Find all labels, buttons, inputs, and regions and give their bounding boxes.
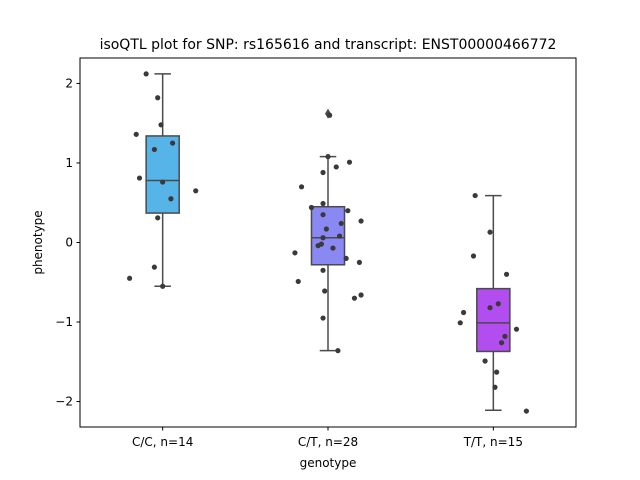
data-point bbox=[323, 226, 329, 232]
data-point bbox=[322, 288, 328, 294]
data-point bbox=[523, 408, 530, 414]
data-point bbox=[327, 112, 333, 118]
y-tick-label: 2 bbox=[65, 76, 73, 90]
y-tick-label: 0 bbox=[65, 236, 73, 250]
data-point bbox=[155, 215, 161, 221]
data-point bbox=[168, 196, 174, 202]
data-point bbox=[315, 243, 321, 249]
data-point bbox=[470, 253, 477, 259]
data-point bbox=[503, 271, 510, 277]
data-point bbox=[346, 159, 353, 165]
y-tick-label: −1 bbox=[55, 315, 73, 329]
data-point bbox=[158, 122, 164, 128]
data-point bbox=[336, 233, 343, 239]
data-point bbox=[351, 295, 358, 301]
data-point bbox=[133, 131, 139, 137]
data-point bbox=[151, 264, 157, 270]
data-point bbox=[320, 235, 326, 241]
data-point bbox=[494, 369, 500, 375]
data-point bbox=[169, 140, 176, 146]
data-point bbox=[358, 218, 364, 224]
data-point bbox=[127, 275, 133, 281]
x-axis-label: genotype bbox=[300, 456, 357, 470]
x-tick-label: C/T, n=28 bbox=[298, 435, 358, 449]
data-point bbox=[460, 309, 467, 316]
iqr-box bbox=[476, 287, 511, 353]
x-axis: C/C, n=14 C/T, n=28 T/T, n=15 bbox=[132, 427, 523, 449]
iqr-box bbox=[145, 135, 180, 214]
data-point bbox=[320, 169, 326, 176]
plot-area bbox=[127, 71, 530, 414]
data-point bbox=[320, 315, 326, 321]
y-axis: 2 1 0 −1 −2 bbox=[55, 76, 80, 409]
chart-title: isoQTL plot for SNP: rs165616 and transc… bbox=[100, 37, 557, 53]
data-point bbox=[338, 220, 344, 227]
y-axis-label: phenotype bbox=[31, 210, 45, 274]
strip-points bbox=[127, 71, 199, 289]
data-point bbox=[495, 301, 501, 307]
data-point bbox=[193, 188, 199, 194]
x-tick-label: T/T, n=15 bbox=[463, 435, 523, 449]
box-group bbox=[145, 73, 180, 287]
data-point bbox=[151, 146, 157, 153]
data-point bbox=[457, 320, 463, 326]
strip-points bbox=[292, 112, 364, 354]
data-point bbox=[308, 204, 315, 211]
strip-points bbox=[457, 192, 530, 414]
data-point bbox=[356, 259, 363, 265]
y-tick-label: 1 bbox=[65, 156, 73, 170]
data-point bbox=[320, 200, 326, 207]
data-point bbox=[143, 71, 149, 77]
data-point bbox=[292, 250, 298, 256]
data-point bbox=[335, 348, 341, 354]
data-point bbox=[343, 255, 349, 262]
data-point bbox=[472, 192, 478, 199]
data-point bbox=[320, 212, 326, 218]
data-point bbox=[482, 358, 488, 364]
data-point bbox=[513, 326, 520, 332]
x-tick-label: C/C, n=14 bbox=[132, 435, 193, 449]
data-point bbox=[325, 154, 331, 160]
data-point bbox=[298, 184, 305, 190]
data-point bbox=[358, 292, 364, 298]
data-point bbox=[502, 333, 508, 339]
data-point bbox=[487, 305, 493, 311]
data-point bbox=[492, 384, 498, 390]
data-point bbox=[487, 229, 493, 235]
data-point bbox=[345, 208, 351, 214]
data-point bbox=[499, 340, 505, 346]
data-point bbox=[155, 95, 161, 101]
box-group bbox=[476, 194, 511, 412]
data-point bbox=[136, 175, 143, 181]
y-tick-label: −2 bbox=[55, 395, 73, 409]
data-point bbox=[330, 245, 336, 251]
data-point bbox=[320, 267, 326, 273]
data-point bbox=[160, 179, 166, 185]
data-point bbox=[295, 278, 301, 285]
data-point bbox=[160, 283, 166, 289]
data-point bbox=[333, 164, 339, 170]
